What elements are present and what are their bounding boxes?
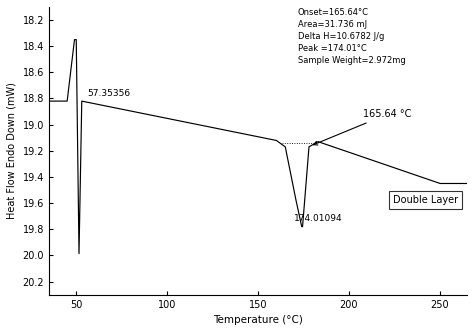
Text: 57.35356: 57.35356 — [87, 89, 130, 98]
Y-axis label: Heat Flow Endo Down (mW): Heat Flow Endo Down (mW) — [7, 82, 17, 219]
Legend: Double Layer: Double Layer — [389, 192, 462, 209]
Text: 174.01094: 174.01094 — [294, 213, 343, 222]
Text: Onset=165.64°C
Area=31.736 mJ
Delta H=10.6782 J/g
Peak =174.01°C
Sample Weight=2: Onset=165.64°C Area=31.736 mJ Delta H=10… — [298, 8, 405, 65]
X-axis label: Temperature (°C): Temperature (°C) — [213, 315, 303, 325]
Text: 165.64 °C: 165.64 °C — [313, 109, 412, 145]
